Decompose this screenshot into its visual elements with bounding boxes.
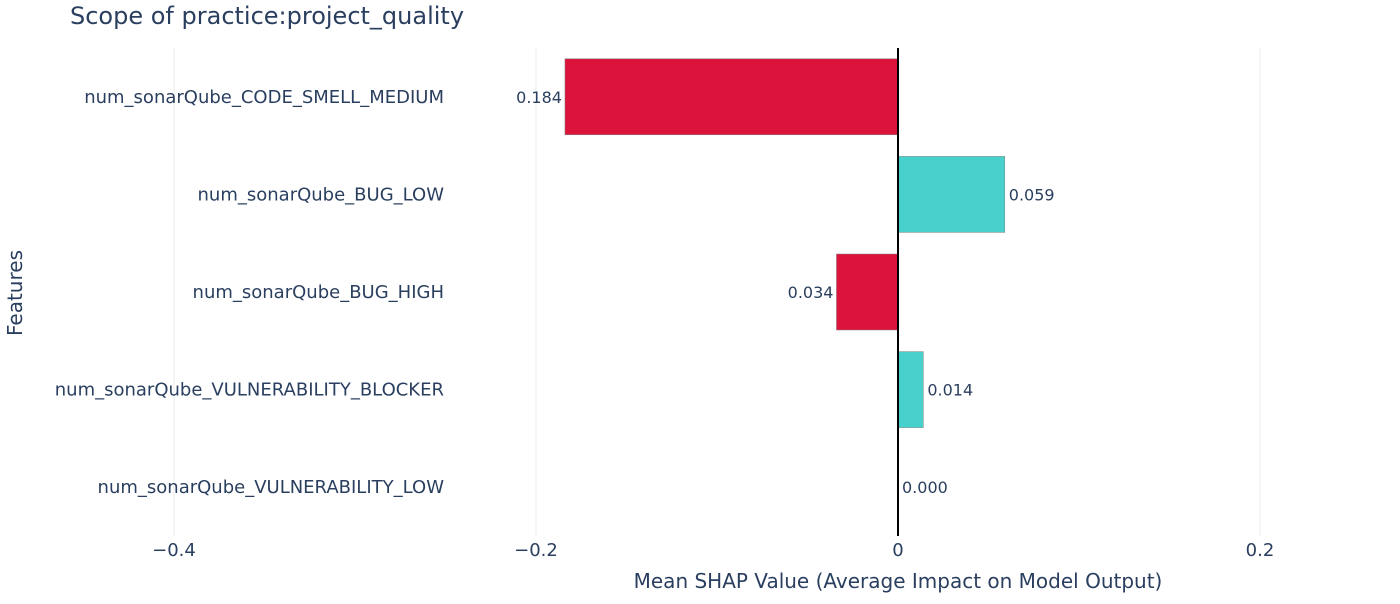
bar-value-label: 0.014: [927, 381, 973, 400]
bar-value-label: 0.184: [516, 88, 562, 107]
x-tick-label: −0.4: [152, 540, 196, 561]
bar: [564, 58, 899, 136]
category-label: num_sonarQube_VULNERABILITY_BLOCKER: [55, 380, 444, 401]
category-label: num_sonarQube_BUG_HIGH: [193, 282, 444, 303]
bar: [897, 351, 924, 428]
label-layer: 0.184 0.059 0.034 0.014 0.000: [516, 88, 1054, 497]
category-label: num_sonarQube_BUG_LOW: [198, 184, 445, 205]
x-tick-label: 0: [892, 540, 903, 561]
y-axis-title: Features: [3, 250, 27, 336]
x-tick-label: 0.2: [1246, 540, 1275, 561]
bar: [836, 253, 899, 331]
x-tick-label: −0.2: [514, 540, 558, 561]
bar-value-label: 0.000: [902, 478, 948, 497]
bar-value-label: 0.034: [788, 283, 834, 302]
bar: [897, 156, 1006, 233]
x-tick-layer: −0.4−0.200.20.4: [152, 540, 1275, 561]
bar-value-label: 0.059: [1009, 185, 1055, 204]
category-label-layer: num_sonarQube_CODE_SMELL_MEDIUM num_sonar…: [55, 87, 444, 498]
grid-layer: [173, 48, 1261, 536]
category-label: num_sonarQube_CODE_SMELL_MEDIUM: [84, 87, 444, 108]
x-axis-title: Mean SHAP Value (Average Impact on Model…: [634, 569, 1163, 593]
bar-layer: [564, 58, 1006, 526]
chart-title: Scope of practice:project_quality: [70, 2, 464, 30]
category-label: num_sonarQube_VULNERABILITY_LOW: [98, 477, 445, 498]
